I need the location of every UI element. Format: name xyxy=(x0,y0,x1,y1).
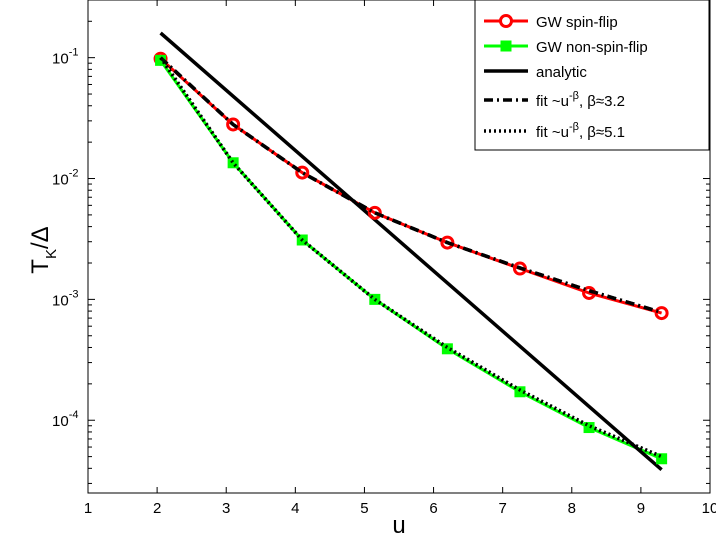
x-tick-label-8: 9 xyxy=(637,500,645,517)
legend-label-spin-flip: GW spin-flip xyxy=(536,14,618,31)
x-tick-label-4: 5 xyxy=(360,500,368,517)
legend-marker-spin-flip xyxy=(499,14,513,28)
point-gw-spin-flip-7 xyxy=(654,306,669,321)
y-tick-label-2: 10-3 xyxy=(52,288,78,309)
x-tick-label-7: 8 xyxy=(568,500,576,517)
point-gw-non-spin-flip-4 xyxy=(441,343,453,355)
point-gw-non-spin-flip-0 xyxy=(155,54,167,66)
legend-label-non-spin-flip: GW non-spin-flip xyxy=(536,39,648,56)
x-axis-label: u xyxy=(392,512,405,539)
y-axis: 10-1 10-2 10-3 10-4 xyxy=(52,20,710,484)
y-axis-label: TK/Δ xyxy=(27,226,60,273)
point-gw-non-spin-flip-1 xyxy=(227,157,239,169)
x-tick-label-3: 4 xyxy=(291,500,299,517)
y-axis-label-main: T xyxy=(27,259,54,274)
point-gw-spin-flip-4 xyxy=(440,235,455,250)
x-tick-label-0: 1 xyxy=(84,500,92,517)
series-line-2-analytic xyxy=(159,31,663,472)
x-axis: 1 2 3 4 5 6 7 8 9 10 xyxy=(84,0,716,517)
legend-marker-non-spin-flip xyxy=(500,40,512,52)
point-gw-spin-flip-2 xyxy=(295,165,310,180)
axes-frame xyxy=(87,0,711,494)
x-tick-label-2: 3 xyxy=(222,500,230,517)
legend-box xyxy=(474,0,710,151)
x-tick-label-1: 2 xyxy=(153,500,161,517)
legend: GW spin-flip GW non-spin-flip analytic f… xyxy=(474,0,710,151)
y-tick-label-3: 10-4 xyxy=(52,409,78,430)
legend-label-fit-3-2: fit ~u-β, β≈3.2 xyxy=(536,90,625,110)
y-tick-label-1: 10-2 xyxy=(52,168,78,189)
series-overlay-3-fit-u-3-2 xyxy=(159,56,663,315)
plot-marks xyxy=(153,31,669,472)
y-axis-label-sub: K xyxy=(43,249,60,259)
x-tick-label-9: 10 xyxy=(702,500,716,517)
point-gw-non-spin-flip-7 xyxy=(656,453,668,465)
y-tick-label-0: 10-1 xyxy=(52,47,78,68)
series-overlay-4-fit-u-5-1 xyxy=(159,56,663,459)
point-gw-non-spin-flip-5 xyxy=(514,386,526,398)
x-tick-label-6: 7 xyxy=(498,500,506,517)
point-gw-spin-flip-1 xyxy=(226,117,241,132)
legend-label-analytic: analytic xyxy=(536,64,587,81)
y-axis-label-tail: /Δ xyxy=(27,226,54,249)
legend-label-fit-5-1: fit ~u-β, β≈5.1 xyxy=(536,121,625,141)
x-tick-label-5: 6 xyxy=(429,500,437,517)
point-gw-non-spin-flip-6 xyxy=(583,422,595,434)
point-gw-spin-flip-3 xyxy=(367,205,382,220)
